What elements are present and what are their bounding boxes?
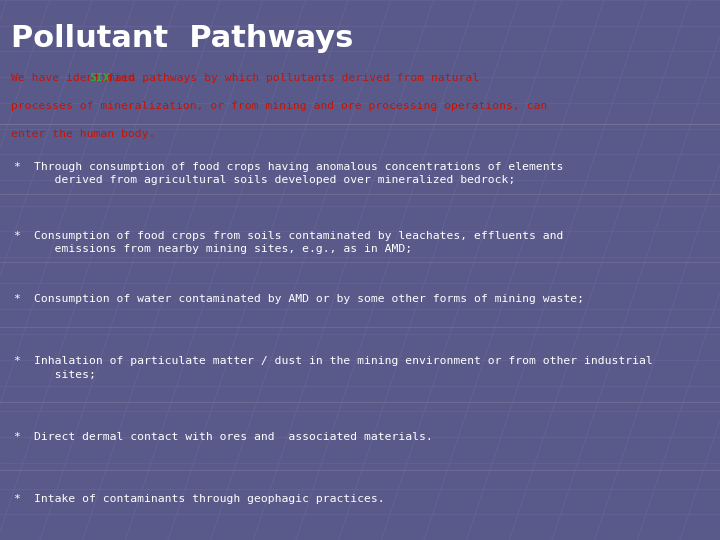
Text: Direct dermal contact with ores and  associated materials.: Direct dermal contact with ores and asso… xyxy=(34,432,433,442)
Text: *: * xyxy=(13,231,20,241)
Text: SIX: SIX xyxy=(89,73,109,83)
Text: Inhalation of particulate matter / dust in the mining environment or from other : Inhalation of particulate matter / dust … xyxy=(34,356,652,380)
Text: Through consumption of food crops having anomalous concentrations of elements
  : Through consumption of food crops having… xyxy=(34,162,563,185)
Text: *: * xyxy=(13,162,20,172)
Text: Pollutant  Pathways: Pollutant Pathways xyxy=(11,24,354,53)
Text: *: * xyxy=(13,494,20,504)
Text: *: * xyxy=(13,356,20,367)
Text: Intake of contaminants through geophagic practices.: Intake of contaminants through geophagic… xyxy=(34,494,384,504)
Text: *: * xyxy=(13,432,20,442)
Text: We have identified: We have identified xyxy=(11,73,141,83)
Text: enter the human body.: enter the human body. xyxy=(11,129,156,139)
Text: Consumption of water contaminated by AMD or by some other forms of mining waste;: Consumption of water contaminated by AMD… xyxy=(34,294,584,305)
Text: main pathways by which pollutants derived from natural: main pathways by which pollutants derive… xyxy=(102,73,480,83)
Text: *: * xyxy=(13,294,20,305)
Text: Consumption of food crops from soils contaminated by leachates, effluents and
  : Consumption of food crops from soils con… xyxy=(34,231,563,254)
Text: processes of mineralization, or from mining and ore processing operations, can: processes of mineralization, or from min… xyxy=(11,101,547,111)
